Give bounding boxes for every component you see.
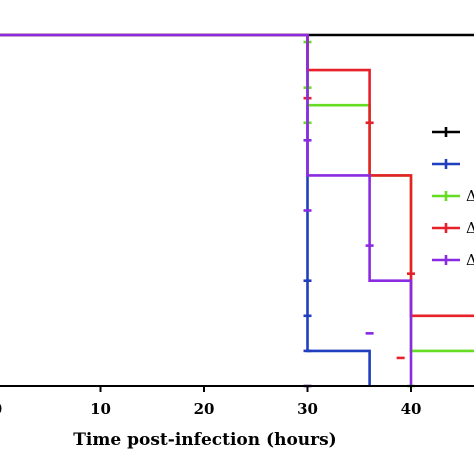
legend-item-3: Δ xyxy=(432,187,474,205)
legend-label: Δ xyxy=(466,219,474,237)
series-2 xyxy=(0,33,371,386)
x-tick-label: 10 xyxy=(90,400,111,418)
legend: ΔΔΔ xyxy=(432,127,474,269)
x-axis-title: Time post-infection (hours) xyxy=(73,430,336,450)
series-layer xyxy=(0,33,474,388)
x-tick-label: 20 xyxy=(194,400,215,418)
series-5 xyxy=(0,33,413,388)
series-3 xyxy=(0,33,474,388)
legend-item-2 xyxy=(432,159,460,169)
series-3-line xyxy=(0,33,474,353)
series-2-line xyxy=(0,33,371,386)
series-5-line xyxy=(0,33,413,386)
series-4-line xyxy=(0,33,474,318)
series-4 xyxy=(0,33,474,360)
x-tick-label: 0 xyxy=(0,400,2,418)
legend-label: Δ xyxy=(466,251,474,269)
legend-label: Δ xyxy=(466,187,474,205)
x-ticks: 01020304050 xyxy=(0,386,422,418)
x-tick-label: 40 xyxy=(401,400,422,418)
legend-item-1 xyxy=(432,127,460,137)
legend-item-5: Δ xyxy=(432,251,474,269)
legend-item-4: Δ xyxy=(432,219,474,237)
x-tick-label: 30 xyxy=(297,400,318,418)
